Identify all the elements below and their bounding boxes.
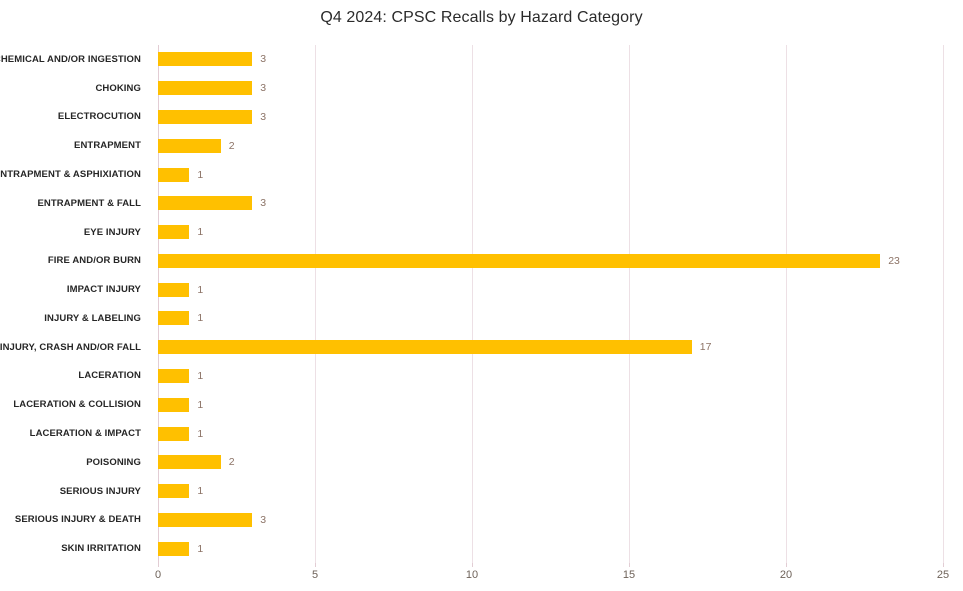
chart-row: 1: [158, 160, 943, 189]
bar-value-label: 1: [197, 398, 204, 411]
bar-value-label: 1: [197, 427, 204, 440]
bar: [158, 109, 253, 124]
chart-row: 2: [158, 131, 943, 160]
chart-row: 1: [158, 534, 943, 563]
bar-rows: 3 3 3 2 1 3 1 23 1 1 17 1 1 1 2 1 3 1: [158, 45, 943, 563]
bar: [158, 282, 190, 297]
axis-tick-label: 15: [622, 569, 636, 581]
gridline: [943, 45, 944, 563]
axis-tick-mark: [943, 563, 944, 567]
category-label: SERIOUS INJURY: [59, 485, 141, 497]
chart-row: 3: [158, 189, 943, 218]
bar: [158, 426, 190, 441]
category-axis-labels: CHEMICAL AND/OR INGESTION CHOKING ELECTROC…: [0, 45, 150, 563]
bar-value-label: 2: [228, 456, 235, 469]
bar-value-label: 1: [197, 369, 204, 382]
category-label: CHOKING: [95, 82, 141, 94]
chart-row: 3: [158, 74, 943, 103]
bar: [158, 52, 253, 67]
bar-value-label: 1: [197, 542, 204, 555]
category-label: ENTRAPMENT: [74, 140, 141, 152]
bar: [158, 455, 221, 470]
chart-row: 1: [158, 275, 943, 304]
chart-row: 2: [158, 448, 943, 477]
bar: [158, 196, 253, 211]
bar-value-label: 3: [260, 513, 267, 526]
axis-tick-mark: [315, 563, 316, 567]
chart-row: 1: [158, 304, 943, 333]
plot-area: 3 3 3 2 1 3 1 23 1 1 17 1 1 1 2 1 3 1: [158, 45, 944, 563]
chart-row: 1: [158, 218, 943, 247]
value-axis-line: [158, 45, 159, 563]
bar-value-label: 23: [888, 254, 900, 267]
category-label: EYE INJURY: [83, 226, 141, 238]
bar-value-label: 1: [197, 485, 204, 498]
chart-row: 17: [158, 333, 943, 362]
bar: [158, 340, 692, 355]
axis-tick-mark: [786, 563, 787, 567]
category-label: CHEMICAL AND/OR INGESTION: [0, 53, 141, 65]
category-label: IMPACT INJURY: [66, 284, 141, 296]
category-label: SERIOUS INJURY & DEATH: [14, 514, 141, 526]
axis-tick-label: 25: [936, 569, 950, 581]
axis-tick-label: 20: [779, 569, 793, 581]
bar: [158, 225, 190, 240]
axis-tick-label: 10: [465, 569, 479, 581]
bar: [158, 541, 190, 556]
chart-row: 3: [158, 103, 943, 132]
gridline: [786, 45, 787, 563]
bar: [158, 81, 253, 96]
axis-tick-label: 5: [311, 569, 319, 581]
bar-value-label: 3: [260, 110, 267, 123]
bar: [158, 368, 190, 383]
bar: [158, 311, 190, 326]
gridline: [472, 45, 473, 563]
bar: [158, 397, 190, 412]
category-label: ENTRAPMENT & FALL: [37, 197, 141, 209]
axis-tick-mark: [158, 563, 159, 567]
bar: [158, 484, 190, 499]
chart-row: 1: [158, 362, 943, 391]
chart-row: 3: [158, 506, 943, 535]
category-label: LACERATION & COLLISION: [13, 399, 141, 411]
axis-tick-mark: [629, 563, 630, 567]
chart-row: 3: [158, 45, 943, 74]
bar-value-label: 2: [228, 139, 235, 152]
bar-value-label: 3: [260, 82, 267, 95]
bar-value-label: 3: [260, 53, 267, 66]
category-label: SKIN IRRITATION: [61, 543, 141, 555]
bar: [158, 167, 190, 182]
chart-row: 1: [158, 419, 943, 448]
axis-tick-label: 0: [154, 569, 162, 581]
category-label: INJURY & LABELING: [44, 312, 141, 324]
bar-value-label: 1: [197, 168, 204, 181]
chart-row: 1: [158, 477, 943, 506]
category-label: LACERATION & IMPACT: [29, 428, 141, 440]
chart-title: Q4 2024: CPSC Recalls by Hazard Category: [320, 9, 643, 26]
category-label: FIRE AND/OR BURN: [47, 255, 141, 267]
bar-value-label: 1: [197, 283, 204, 296]
chart-row: 1: [158, 390, 943, 419]
chart-row: 23: [158, 246, 943, 275]
gridline: [629, 45, 630, 563]
category-label: INJURY, CRASH AND/OR FALL: [0, 341, 141, 353]
gridline: [315, 45, 316, 563]
category-label: POISONING: [86, 456, 141, 468]
bar-value-label: 17: [699, 341, 712, 354]
axis-tick-mark: [472, 563, 473, 567]
category-label: LACERATION: [78, 370, 141, 382]
bar-value-label: 3: [260, 197, 267, 210]
bar-value-label: 1: [197, 226, 204, 239]
category-label: ELECTROCUTION: [57, 111, 141, 123]
bar-value-label: 1: [197, 312, 204, 325]
category-label: ENTRAPMENT & ASPHIXIATION: [0, 169, 141, 181]
bar: [158, 512, 253, 527]
bar: [158, 253, 881, 268]
bar: [158, 138, 221, 153]
